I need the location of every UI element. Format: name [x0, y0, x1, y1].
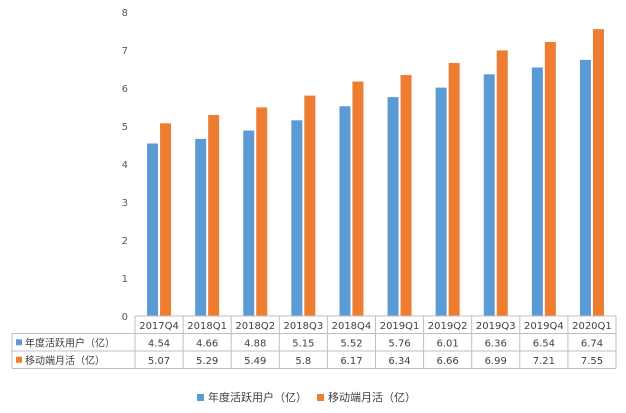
bar-annual-active-users — [579, 59, 591, 316]
data-label: 4.54 — [148, 338, 170, 349]
data-label: 5.07 — [148, 356, 170, 367]
data-label: 6.74 — [581, 338, 603, 349]
bar-mobile-mau — [400, 75, 412, 316]
x-tick-label: 2018Q2 — [235, 321, 275, 332]
y-axis: 0 1 2 3 4 5 6 7 8 — [122, 8, 128, 323]
legend: 年度活跃用户（亿） 移动端月活（亿） — [197, 390, 416, 404]
x-tick-label: 2020Q1 — [572, 321, 612, 332]
data-label: 5.76 — [388, 338, 410, 349]
data-label: 7.55 — [581, 356, 603, 367]
row-color-key — [16, 339, 22, 346]
data-label: 6.99 — [485, 356, 507, 367]
data-label: 4.66 — [196, 338, 218, 349]
data-label: 5.49 — [244, 356, 266, 367]
bars — [147, 29, 604, 317]
y-tick-label: 4 — [122, 160, 128, 171]
bar-annual-active-users — [435, 87, 447, 317]
bar-mobile-mau — [352, 81, 364, 316]
legend-swatch — [317, 394, 324, 401]
x-tick-label: 2019Q1 — [380, 321, 420, 332]
data-label: 5.29 — [196, 356, 218, 367]
y-tick-label: 1 — [122, 274, 128, 285]
bar-mobile-mau — [160, 123, 172, 316]
x-tick-label: 2019Q2 — [428, 321, 468, 332]
x-tick-label: 2017Q4 — [139, 321, 179, 332]
y-tick-label: 5 — [122, 122, 128, 133]
bar-annual-active-users — [387, 97, 399, 317]
row-color-key — [16, 356, 22, 363]
data-label: 6.54 — [533, 338, 555, 349]
bar-annual-active-users — [243, 130, 255, 316]
bar-mobile-mau — [496, 50, 508, 316]
x-tick-label: 2019Q4 — [524, 321, 564, 332]
data-label: 5.8 — [295, 356, 311, 367]
data-label: 7.21 — [533, 356, 555, 367]
bar-mobile-mau — [544, 42, 556, 317]
x-tick-label: 2018Q1 — [187, 321, 227, 332]
bar-mobile-mau — [448, 62, 460, 316]
data-label: 6.01 — [437, 338, 459, 349]
y-tick-label: 8 — [122, 8, 128, 19]
bar-annual-active-users — [483, 74, 495, 316]
row-label: 年度活跃用户（亿） — [25, 336, 115, 349]
data-label: 5.15 — [292, 338, 314, 349]
x-tick-label: 2019Q3 — [476, 321, 516, 332]
bar-mobile-mau — [304, 95, 316, 316]
y-tick-label: 2 — [122, 236, 128, 247]
bar-annual-active-users — [339, 106, 351, 317]
bar-mobile-mau — [592, 29, 604, 316]
data-label: 4.88 — [244, 338, 266, 349]
data-label: 6.36 — [485, 338, 507, 349]
row-label: 移动端月活（亿） — [25, 354, 105, 367]
bar-annual-active-users — [531, 67, 543, 316]
data-label: 6.66 — [437, 356, 459, 367]
x-tick-label: 2018Q3 — [284, 321, 324, 332]
data-label: 6.34 — [388, 356, 410, 367]
y-tick-label: 7 — [122, 46, 128, 57]
data-label: 5.52 — [340, 338, 362, 349]
data-table: 2017Q4 2018Q1 2018Q2 2018Q3 2018Q4 2019Q1 2019… — [11, 315, 617, 369]
bar-annual-active-users — [291, 120, 303, 316]
y-tick-label: 3 — [122, 198, 128, 209]
legend-swatch — [197, 394, 204, 401]
bar-mobile-mau — [256, 107, 268, 316]
y-tick-label: 6 — [122, 84, 128, 95]
x-tick-label: 2018Q4 — [332, 321, 372, 332]
y-tick-label: 0 — [122, 312, 128, 323]
bar-mobile-mau — [208, 114, 220, 316]
bar-annual-active-users — [195, 138, 207, 316]
data-label: 6.17 — [340, 356, 362, 367]
legend-label: 移动端月活（亿） — [328, 391, 416, 404]
bar-annual-active-users — [147, 143, 159, 316]
legend-label: 年度活跃用户（亿） — [208, 390, 307, 404]
